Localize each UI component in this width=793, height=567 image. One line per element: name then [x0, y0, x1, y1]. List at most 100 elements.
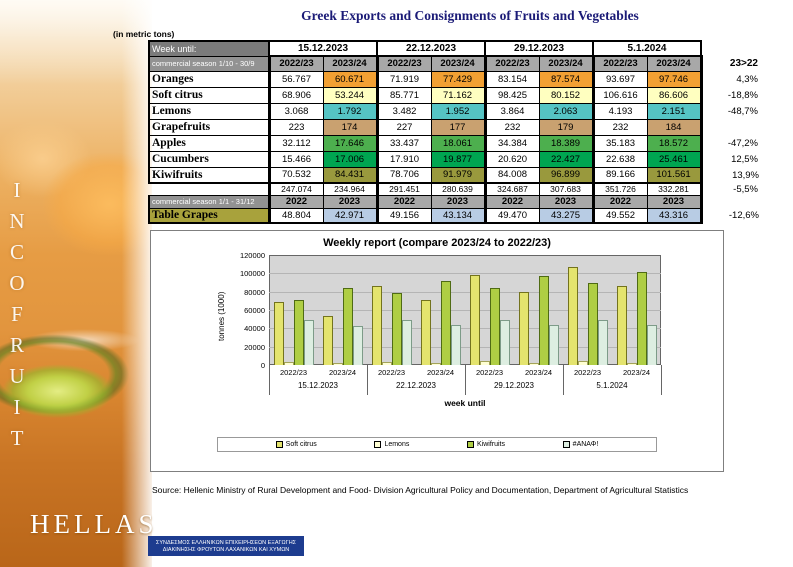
bar-kiwifruits — [489, 287, 500, 365]
value-cell: 71.162 — [430, 86, 486, 104]
year-header: 2023 — [430, 194, 486, 209]
change-value: 4,3% — [736, 73, 758, 85]
value-cell: 174 — [322, 118, 378, 136]
weekly-report-chart: Weekly report (compare 2023/24 to 2022/2… — [150, 230, 724, 472]
week-tick-label: 22.12.2023 — [395, 381, 437, 390]
bar-soft-citrus — [322, 316, 333, 365]
value-cell: 84.008 — [483, 166, 540, 184]
value-cell: 78.706 — [375, 166, 432, 184]
year-header: 2022/23 — [591, 55, 648, 72]
value-cell: 53.244 — [322, 86, 378, 104]
value-cell: 18.061 — [430, 134, 486, 152]
value-cell: 43.275 — [538, 207, 594, 224]
value-cell: 2.151 — [646, 102, 703, 120]
legend-label: Soft citrus — [285, 441, 317, 448]
value-cell: 96.899 — [538, 166, 594, 184]
bar-- — [303, 320, 314, 365]
bar-soft-citrus — [273, 301, 284, 365]
season-tick-label: 2022/23 — [279, 368, 308, 377]
year-header: 2022/23 — [375, 55, 432, 72]
total-cell: 332.281 — [646, 182, 703, 196]
gridline — [269, 273, 661, 275]
year-header: 2022 — [375, 194, 432, 209]
page-title: Greek Exports and Consignments of Fruits… — [301, 8, 639, 23]
y-tick-label: 60000 — [244, 306, 265, 315]
year-header: 2023 — [646, 194, 703, 209]
legend-label: #ΑΝΑΦ! — [572, 441, 599, 448]
axis-separator — [269, 365, 270, 395]
value-cell: 106.616 — [591, 86, 648, 104]
bar-soft-citrus — [518, 291, 529, 365]
bar-soft-citrus — [469, 274, 480, 365]
value-cell: 232 — [483, 118, 540, 136]
value-cell: 1.792 — [322, 102, 378, 120]
source-note: Source: Hellenic Ministry of Rural Devel… — [152, 485, 689, 495]
week-header: 5.1.2024 — [592, 40, 702, 57]
fruit-photo-background: INCOFRUIT HELLAS — [0, 0, 154, 567]
total-cell: 280.639 — [430, 182, 486, 196]
bar-kiwifruits — [440, 280, 451, 365]
gridline — [269, 291, 661, 293]
bar-soft-citrus — [567, 267, 578, 365]
value-cell: 91.979 — [430, 166, 486, 184]
bar-kiwifruits — [587, 283, 598, 365]
value-cell: 15.466 — [267, 150, 324, 168]
bar-lemons — [528, 363, 539, 365]
value-cell: 43.316 — [646, 207, 703, 224]
year-header: 2022 — [483, 194, 540, 209]
week-until-header: Week until: — [148, 40, 270, 57]
hellas-wordmark: HELLAS — [30, 509, 158, 539]
value-cell: 20.620 — [483, 150, 540, 168]
week-tick-label: 5.1.2024 — [596, 381, 628, 390]
incofruit-vertical-wordmark: INCOFRUIT — [5, 178, 29, 457]
week-tick-label: 29.12.2023 — [493, 381, 535, 390]
total-cell: 307.683 — [538, 182, 594, 196]
bar-- — [499, 319, 510, 365]
banner-line-1: ΣΥΝΔΕΣΜΟΣ ΕΛΛΗΝΙΚΩΝ ΕΠΙΧΕΙΡΗΣΕΩΝ ΕΞΑΓΩΓΗ… — [155, 539, 297, 546]
change-value — [701, 119, 763, 135]
y-tick-label: 80000 — [244, 287, 265, 297]
value-cell: 77.429 — [430, 70, 486, 88]
value-cell: 68.906 — [267, 86, 324, 104]
value-cell: 22.427 — [538, 150, 594, 168]
y-tick-label: 100000 — [239, 269, 265, 279]
total-cell: 324.687 — [483, 182, 540, 196]
bar-soft-citrus — [420, 299, 431, 365]
legend-swatch-icon — [275, 441, 283, 448]
value-cell: 97.746 — [646, 70, 703, 88]
year-header: 2022/23 — [483, 55, 540, 72]
bar-kiwifruits — [636, 271, 647, 365]
row-label: Soft citrus — [148, 86, 270, 104]
value-cell: 49.552 — [591, 207, 648, 224]
value-cell: 22.638 — [591, 150, 648, 168]
value-cell: 19.877 — [430, 150, 486, 168]
year-header: 2023/24 — [430, 55, 486, 72]
value-cell: 177 — [430, 118, 486, 136]
bar-lemons — [283, 362, 294, 365]
bar-- — [450, 325, 461, 365]
value-cell: 34.384 — [483, 134, 540, 152]
compare-header: 23>22 — [729, 58, 758, 69]
bar-- — [597, 319, 608, 365]
spacer-cell — [701, 41, 763, 56]
season-header: commercial season 1/10 - 30/9 — [148, 55, 270, 72]
value-cell: 80.152 — [538, 86, 594, 104]
spacer-cell — [149, 183, 269, 195]
row-label: Cucumbers — [148, 150, 270, 168]
axis-separator — [661, 365, 662, 395]
total-cell: 291.451 — [375, 182, 432, 196]
value-cell: 83.154 — [483, 70, 540, 88]
value-cell: 33.437 — [375, 134, 432, 152]
value-cell: 2.063 — [538, 102, 594, 120]
bar-- — [548, 325, 559, 365]
year-header: 2022/23 — [267, 55, 324, 72]
value-cell: 56.767 — [267, 70, 324, 88]
change-value: 12,5% — [731, 153, 758, 165]
chart-title: Weekly report (compare 2023/24 to 2022/2… — [323, 237, 551, 249]
gridline — [269, 328, 661, 330]
value-cell: 227 — [375, 118, 432, 136]
axis-separator — [367, 365, 368, 395]
year-header: 2023 — [322, 194, 378, 209]
value-cell: 184 — [646, 118, 703, 136]
value-cell: 86.606 — [646, 86, 703, 104]
